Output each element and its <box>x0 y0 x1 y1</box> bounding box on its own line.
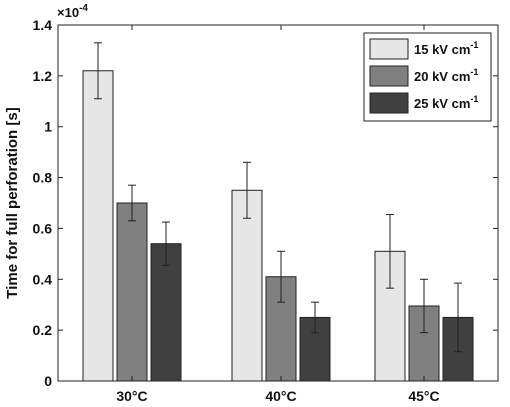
bar <box>231 189 263 382</box>
x-axis: 30°C 40°C 45°C <box>116 25 440 404</box>
x-tick-label: 45°C <box>408 388 439 404</box>
legend-label: 20 kV cm-1 <box>414 67 478 84</box>
legend-swatch <box>369 65 409 87</box>
legend-label: 25 kV cm-1 <box>414 94 478 111</box>
bar <box>116 202 148 382</box>
y-tick-label: 0.6 <box>33 220 53 236</box>
legend-swatch <box>369 92 409 114</box>
x-tick-label: 30°C <box>116 388 147 404</box>
y-tick-label: 1 <box>44 119 52 135</box>
y-tick-label: 0.4 <box>33 271 53 287</box>
plot-frame <box>57 24 499 382</box>
legend: 15 kV cm-1 20 kV cm-1 25 kV cm-1 <box>363 32 492 122</box>
y-tick-label: 0.8 <box>33 170 53 186</box>
y-tick-label: 0.2 <box>33 322 53 338</box>
legend-swatch <box>369 38 409 60</box>
y-tick-label: 1.2 <box>33 68 53 84</box>
y-tick-label: 0 <box>44 373 52 389</box>
y-tick-label: 1.4 <box>33 17 53 33</box>
bar <box>82 70 114 382</box>
y-axis-label: Time for full perforation [s] <box>4 107 21 298</box>
x-tick-label: 40°C <box>265 388 296 404</box>
legend-label: 15 kV cm-1 <box>414 40 478 57</box>
bar <box>150 243 182 382</box>
errorbars-layer <box>94 42 462 353</box>
y-exponent-label: ×10-4 <box>57 3 88 20</box>
y-axis: 0 0.2 0.4 0.6 0.8 1 1.2 1.4 <box>33 17 498 389</box>
